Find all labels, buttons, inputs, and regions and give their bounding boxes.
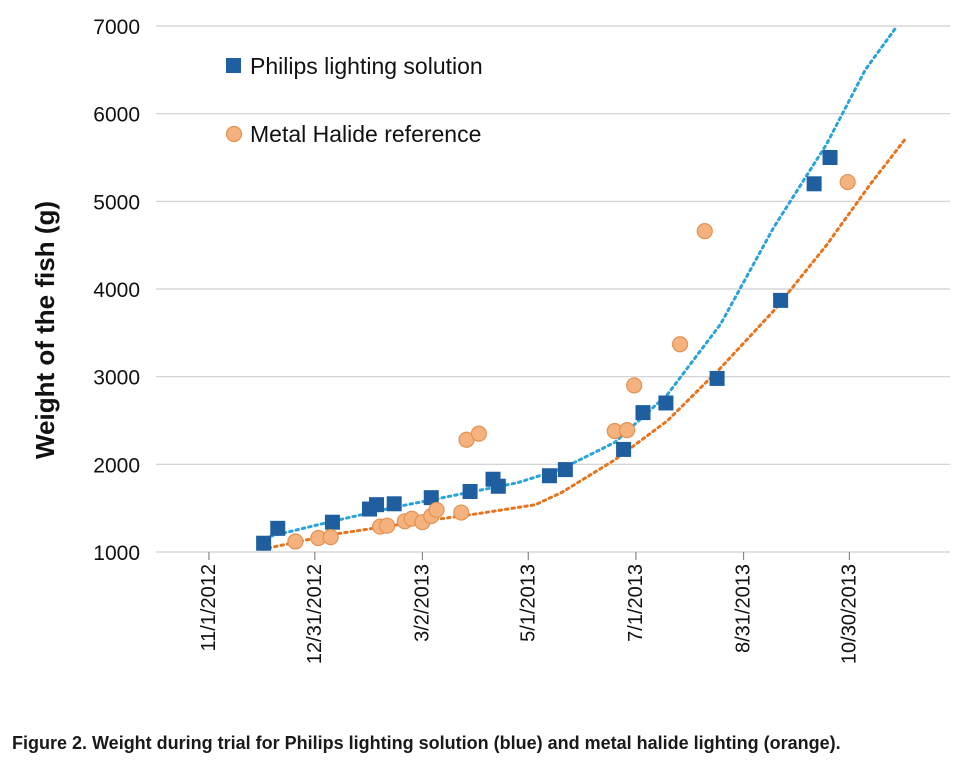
philips-point <box>462 484 478 500</box>
legend-label-metal-halide: Metal Halide reference <box>250 121 481 147</box>
trendline-philips <box>269 24 899 538</box>
y-tick-label: 5000 <box>93 191 140 214</box>
y-tick-label: 1000 <box>93 542 140 565</box>
x-tick-labels: 11/1/2012 12/31/2012 3/2/2013 5/1/2013 7/1/2… <box>198 564 860 664</box>
trendlines <box>260 24 908 551</box>
philips-point <box>557 462 573 478</box>
metal-halide-point <box>428 501 445 519</box>
metal-halide-point <box>839 173 856 191</box>
philips-point <box>541 468 557 484</box>
figure-caption: Figure 2. Weight during trial for Philip… <box>12 733 841 753</box>
philips-point <box>369 497 385 513</box>
x-tick-label: 7/1/2013 <box>625 564 647 642</box>
x-tick-label: 12/31/2012 <box>304 564 326 664</box>
philips-point <box>270 520 286 536</box>
philips-point <box>658 395 674 411</box>
metal-halide-point <box>287 533 304 550</box>
metal-halide-point <box>453 504 470 521</box>
metal-halide-point <box>470 425 487 442</box>
y-tick-label: 2000 <box>93 454 140 477</box>
legend-label-philips: Philips lighting solution <box>250 53 483 79</box>
y-tick-labels: 1000 2000 3000 4000 5000 6000 7000 <box>93 16 140 565</box>
x-tick-label: 11/1/2012 <box>198 564 220 652</box>
legend-marker-metal-halide <box>225 125 243 143</box>
philips-point <box>709 370 725 386</box>
philips-point <box>386 496 402 512</box>
metal-halide-point <box>619 422 636 439</box>
weight-chart: 1000 2000 3000 4000 5000 6000 7000 11/1/2012 12… <box>30 16 950 664</box>
gridlines <box>156 25 950 560</box>
x-tick-label: 5/1/2013 <box>517 564 539 642</box>
y-tick-label: 3000 <box>93 367 140 390</box>
philips-point <box>773 292 789 308</box>
philips-point <box>635 405 651 421</box>
data-points <box>256 150 856 551</box>
philips-point <box>256 535 272 551</box>
philips-point <box>616 441 632 457</box>
y-tick-label: 6000 <box>93 104 140 127</box>
metal-halide-point <box>379 517 396 534</box>
x-tick-label: 10/30/2013 <box>838 564 860 664</box>
philips-point <box>806 176 822 192</box>
metal-halide-point <box>626 377 643 394</box>
y-axis-title: Weight of the fish (g) <box>30 201 60 459</box>
philips-point <box>324 514 340 530</box>
philips-point <box>822 150 838 165</box>
philips-point <box>490 478 506 494</box>
legend-marker-philips <box>226 58 241 73</box>
y-tick-label: 7000 <box>93 16 140 39</box>
metal-halide-point <box>696 223 713 240</box>
metal-halide-point <box>671 336 689 353</box>
metal-halide-point <box>322 528 339 546</box>
philips-point <box>423 490 439 506</box>
legend: Philips lighting solution Metal Halide r… <box>225 53 483 147</box>
trendline-metal-halide <box>260 136 908 551</box>
x-tick-label: 8/31/2013 <box>733 564 755 653</box>
y-tick-label: 4000 <box>93 279 140 302</box>
x-tick-label: 3/2/2013 <box>411 564 433 642</box>
